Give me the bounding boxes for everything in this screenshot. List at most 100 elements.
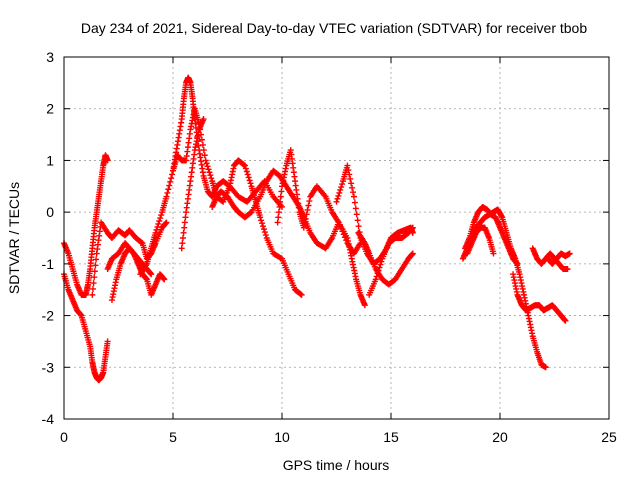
data-point	[352, 205, 359, 212]
data-point	[156, 218, 163, 225]
data-point	[247, 180, 254, 187]
data-point	[298, 291, 305, 298]
data-point	[376, 264, 383, 271]
data-point	[375, 267, 382, 274]
data-point	[277, 198, 284, 205]
y-tick-label: -3	[42, 359, 55, 375]
data-point	[334, 195, 341, 202]
data-point	[241, 161, 248, 168]
data-point	[153, 226, 160, 233]
data-point	[275, 209, 282, 216]
data-point	[178, 245, 185, 252]
data-point	[179, 235, 186, 241]
data-point	[336, 189, 343, 196]
series-s12	[355, 229, 416, 288]
data-point	[180, 229, 187, 236]
data-point	[345, 167, 352, 174]
data-point	[378, 258, 385, 265]
grid	[64, 57, 609, 419]
data-point	[179, 240, 186, 247]
data-point	[335, 192, 342, 199]
data-point	[344, 162, 351, 169]
data-point	[274, 219, 281, 226]
data-point	[182, 214, 189, 221]
data-point	[350, 189, 357, 196]
data-point	[347, 175, 354, 182]
x-tick-labels: 0 5 10 15 20 25	[60, 429, 617, 445]
data-point	[198, 136, 205, 143]
data-point	[154, 223, 161, 230]
data-point	[562, 317, 569, 324]
y-tick-label: 1	[46, 152, 54, 168]
data-point	[241, 162, 248, 169]
data-point	[262, 232, 269, 239]
data-point	[275, 214, 282, 221]
data-point	[304, 206, 311, 213]
data-point	[148, 271, 155, 278]
data-point	[514, 260, 521, 267]
data-point	[206, 169, 213, 176]
data-point	[257, 214, 264, 221]
data-point	[306, 198, 313, 205]
data-point	[181, 219, 188, 226]
data-point	[339, 181, 346, 188]
data-point	[258, 217, 265, 224]
x-tick-label: 10	[274, 429, 290, 445]
data-point	[90, 280, 97, 287]
y-tick-label: 2	[46, 101, 54, 117]
data-point	[104, 157, 111, 164]
data-point	[261, 229, 268, 236]
data-point	[157, 215, 164, 222]
data-point	[163, 193, 170, 200]
plot-frame	[63, 56, 610, 420]
data-points	[61, 74, 573, 384]
series-s16	[464, 224, 497, 257]
series-s19	[544, 250, 573, 267]
series-s2	[61, 152, 111, 298]
series-s15	[462, 203, 521, 267]
data-point	[302, 215, 309, 222]
data-point	[205, 166, 212, 173]
series-s7	[170, 105, 305, 298]
data-point	[89, 285, 96, 292]
data-point	[208, 175, 215, 182]
data-point	[374, 270, 381, 277]
data-point	[244, 171, 251, 178]
data-point	[202, 157, 209, 164]
data-point	[333, 198, 340, 205]
data-point	[91, 274, 98, 281]
data-point	[337, 186, 344, 193]
data-point	[260, 223, 267, 230]
y-tick-label: 3	[46, 49, 54, 65]
y-tick-label: -1	[42, 256, 55, 272]
data-point	[355, 223, 362, 230]
x-tick-label: 20	[492, 429, 508, 445]
series-s1	[61, 271, 111, 384]
y-axis-label: SDTVAR / TECUs	[6, 182, 22, 294]
data-point	[409, 224, 416, 231]
y-tick-label: 0	[46, 204, 54, 220]
data-point	[207, 172, 214, 179]
series-s10	[274, 147, 368, 309]
data-point	[164, 189, 171, 196]
data-point	[92, 262, 99, 269]
data-point	[377, 261, 384, 268]
data-point	[158, 212, 165, 219]
data-point	[161, 276, 168, 283]
data-point	[243, 168, 250, 175]
data-point	[91, 268, 98, 275]
data-point	[260, 226, 267, 233]
data-point	[278, 188, 285, 195]
data-point	[167, 178, 174, 185]
data-point	[490, 250, 497, 257]
data-point	[168, 175, 175, 182]
data-point	[152, 229, 159, 236]
data-point	[351, 199, 358, 206]
data-point	[89, 291, 96, 298]
data-point	[297, 291, 304, 298]
series-s3	[89, 219, 170, 298]
y-tick-label: -2	[42, 308, 55, 324]
data-point	[300, 224, 307, 231]
data-point	[242, 165, 249, 172]
